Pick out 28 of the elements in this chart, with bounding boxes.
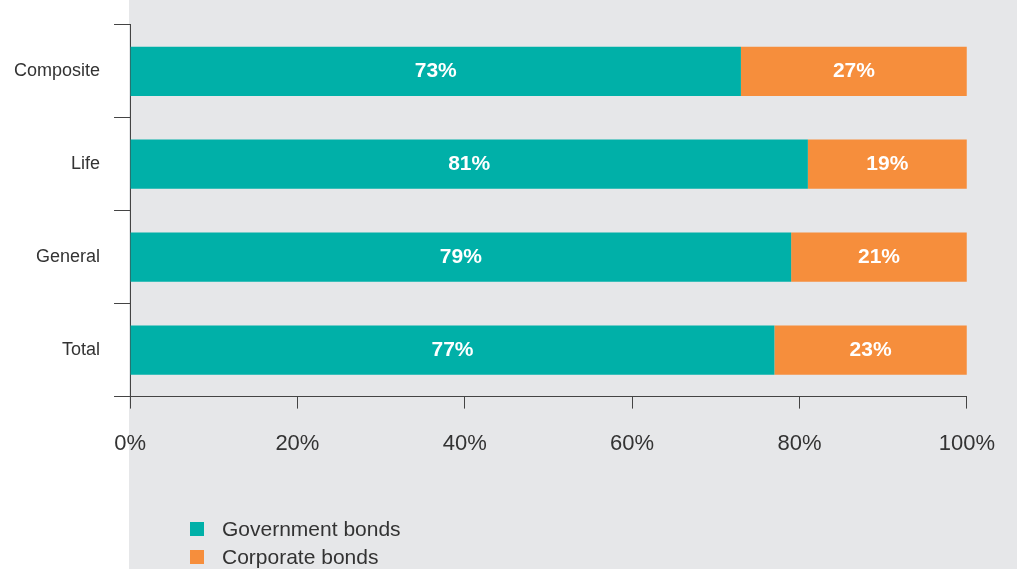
data-label: 81% — [448, 151, 491, 175]
data-label: 73% — [414, 58, 458, 82]
x-tick-label: 80% — [777, 429, 822, 455]
data-label: 77% — [431, 336, 474, 360]
bar — [130, 325, 775, 375]
legend-label: Government bonds — [222, 516, 401, 542]
data-label: 27% — [832, 58, 876, 82]
data-label: 23% — [849, 336, 892, 360]
data-label: 19% — [866, 151, 909, 175]
y-tick-label: Total — [62, 339, 101, 360]
x-tick-label: 40% — [442, 429, 487, 455]
bar — [791, 232, 967, 282]
y-tick-label: Composite — [13, 60, 101, 81]
data-label: 21% — [857, 243, 901, 267]
x-tick-label: 0% — [114, 429, 146, 455]
bar — [774, 325, 967, 375]
x-tick-label: 60% — [610, 429, 655, 455]
bar — [130, 232, 792, 282]
legend-label: Corporate bonds — [222, 544, 379, 569]
bar — [130, 139, 808, 189]
bar — [740, 46, 967, 96]
bar — [807, 139, 967, 189]
y-tick-label: Life — [71, 153, 101, 174]
x-tick-label: 100% — [938, 429, 996, 455]
x-tick-label: 20% — [275, 429, 320, 455]
bar — [130, 46, 741, 96]
data-label: 79% — [439, 243, 483, 267]
y-tick-label: General — [35, 246, 101, 267]
